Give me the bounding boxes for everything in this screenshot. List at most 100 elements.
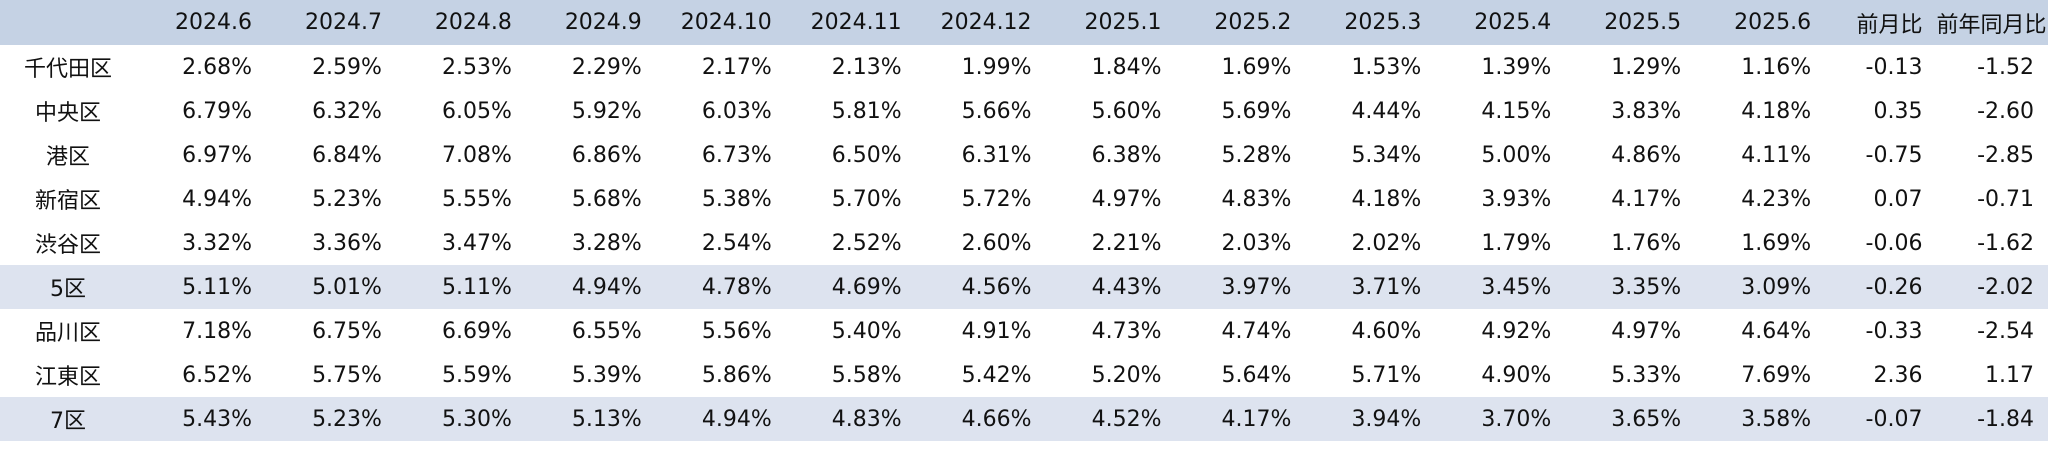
- table-cell: -2.54: [1977, 318, 2034, 344]
- row-label: 中央区: [35, 101, 102, 126]
- table-cell: 5.20%: [1091, 362, 1162, 388]
- table-cell: 0.35: [1873, 98, 1923, 124]
- table-cell: -0.26: [1865, 274, 1923, 300]
- table-cell: 4.91%: [961, 318, 1032, 344]
- table-row: 5区 5.11% 5.01% 5.11% 4.94% 4.78% 4.69% 4.56% 4.4…: [0, 265, 2048, 309]
- table-cell: 1.99%: [961, 54, 1032, 80]
- table-cell: 1.69%: [1741, 230, 1812, 256]
- column-header: 2024.6: [175, 10, 253, 35]
- table-cell: 5.40%: [831, 318, 902, 344]
- table-cell: 4.23%: [1741, 186, 1812, 212]
- table-cell: 1.17: [1985, 362, 2034, 388]
- table-cell: 4.94%: [182, 186, 253, 212]
- table-cell: 3.65%: [1611, 406, 1682, 432]
- table-cell: 5.42%: [961, 362, 1032, 388]
- table-cell: 4.64%: [1741, 318, 1812, 344]
- table-cell: 2.36: [1873, 362, 1923, 388]
- table-cell: 4.92%: [1481, 318, 1552, 344]
- table-cell: 5.43%: [182, 406, 253, 432]
- row-label: 千代田区: [24, 57, 113, 82]
- column-header: 前月比: [1856, 12, 1923, 38]
- table-cell: 5.34%: [1351, 142, 1422, 168]
- table-row: 港区 6.97% 6.84% 7.08% 6.86% 6.73% 6.50% 6.31% 6.3…: [0, 133, 2048, 177]
- table-cell: -0.33: [1865, 318, 1923, 344]
- table-cell: 4.78%: [701, 274, 772, 300]
- column-header: 2024.12: [940, 10, 1032, 35]
- column-header: 2025.3: [1344, 10, 1422, 35]
- table-cell: 5.55%: [441, 186, 512, 212]
- table-cell: 4.15%: [1481, 98, 1552, 124]
- table-cell: -0.71: [1977, 186, 2034, 212]
- column-header: 2024.11: [810, 10, 902, 35]
- table-cell: 3.32%: [182, 230, 253, 256]
- table-cell: 5.13%: [571, 406, 642, 432]
- table-row: 品川区 7.18% 6.75% 6.69% 6.55% 5.56% 5.40% 4.91% 4.…: [0, 309, 2048, 353]
- table-cell: 2.60%: [961, 230, 1032, 256]
- table-cell: 5.66%: [961, 98, 1032, 124]
- table-cell: 4.66%: [961, 406, 1032, 432]
- table-cell: 4.11%: [1741, 142, 1812, 168]
- table-cell: 6.69%: [441, 318, 512, 344]
- table-cell: -2.85: [1977, 142, 2034, 168]
- table-cell: 3.97%: [1221, 274, 1292, 300]
- table-cell: 2.03%: [1221, 230, 1292, 256]
- table-cell: 4.97%: [1091, 186, 1162, 212]
- table-cell: 6.31%: [961, 142, 1032, 168]
- table-cell: 4.90%: [1481, 362, 1552, 388]
- table-cell: 5.58%: [831, 362, 902, 388]
- row-label: 品川区: [35, 321, 102, 346]
- table-cell: 5.81%: [831, 98, 902, 124]
- table-cell: 4.73%: [1091, 318, 1162, 344]
- table-cell: 4.97%: [1611, 318, 1682, 344]
- column-header: 2024.10: [680, 10, 772, 35]
- table-cell: 4.86%: [1611, 142, 1682, 168]
- table-cell: -0.13: [1865, 54, 1923, 80]
- table-cell: 4.83%: [831, 406, 902, 432]
- table-cell: 5.92%: [571, 98, 642, 124]
- table-cell: 3.09%: [1741, 274, 1812, 300]
- table-cell: -2.02: [1977, 274, 2034, 300]
- table-cell: 3.58%: [1741, 406, 1812, 432]
- table-cell: 6.75%: [312, 318, 382, 344]
- table-cell: 5.28%: [1221, 142, 1292, 168]
- table-cell: 4.44%: [1351, 98, 1422, 124]
- column-header: 2025.4: [1474, 10, 1552, 35]
- row-label: 5区: [50, 277, 87, 302]
- table-cell: 3.47%: [441, 230, 512, 256]
- table-cell: -0.06: [1865, 230, 1923, 256]
- table-cell: -2.60: [1977, 98, 2034, 124]
- table-cell: 4.69%: [831, 274, 902, 300]
- table-cell: 6.86%: [571, 142, 642, 168]
- table-cell: 4.18%: [1351, 186, 1422, 212]
- table-cell: 5.11%: [182, 274, 253, 300]
- table-cell: 4.94%: [701, 406, 772, 432]
- table-row: 千代田区 2.68% 2.59% 2.53% 2.29% 2.17% 2.13% 1.99% 1…: [0, 45, 2048, 89]
- row-label: 新宿区: [35, 189, 102, 214]
- vacancy-rate-table: 2024.6 2024.7 2024.8 2024.9 2024.10 2024.11 20…: [0, 0, 2048, 441]
- table-cell: 5.33%: [1611, 362, 1682, 388]
- table-cell: 3.93%: [1481, 186, 1552, 212]
- table-cell: 2.54%: [701, 230, 772, 256]
- table-cell: 2.29%: [571, 54, 642, 80]
- table-cell: 2.59%: [312, 54, 382, 80]
- table-cell: 5.23%: [312, 186, 382, 212]
- table-cell: 5.71%: [1351, 362, 1422, 388]
- table-cell: 6.73%: [701, 142, 772, 168]
- column-header: 2025.5: [1604, 10, 1682, 35]
- table-row: 新宿区 4.94% 5.23% 5.55% 5.68% 5.38% 5.70% 5.72% 4.…: [0, 177, 2048, 221]
- table-cell: 1.84%: [1091, 54, 1162, 80]
- table-cell: 2.17%: [701, 54, 772, 80]
- table-cell: 6.52%: [182, 362, 253, 388]
- column-header: 2024.7: [304, 10, 382, 35]
- table-cell: 2.53%: [441, 54, 512, 80]
- table-cell: 0.07: [1873, 186, 1923, 212]
- table-cell: 1.69%: [1221, 54, 1292, 80]
- column-header: 2025.1: [1084, 10, 1162, 35]
- table-cell: 4.60%: [1351, 318, 1422, 344]
- header-corner-cell: [0, 0, 136, 45]
- table-cell: 5.59%: [441, 362, 512, 388]
- table-cell: 5.64%: [1221, 362, 1292, 388]
- table-cell: 1.79%: [1481, 230, 1552, 256]
- row-label: 渋谷区: [35, 233, 102, 258]
- table-cell: 5.72%: [961, 186, 1032, 212]
